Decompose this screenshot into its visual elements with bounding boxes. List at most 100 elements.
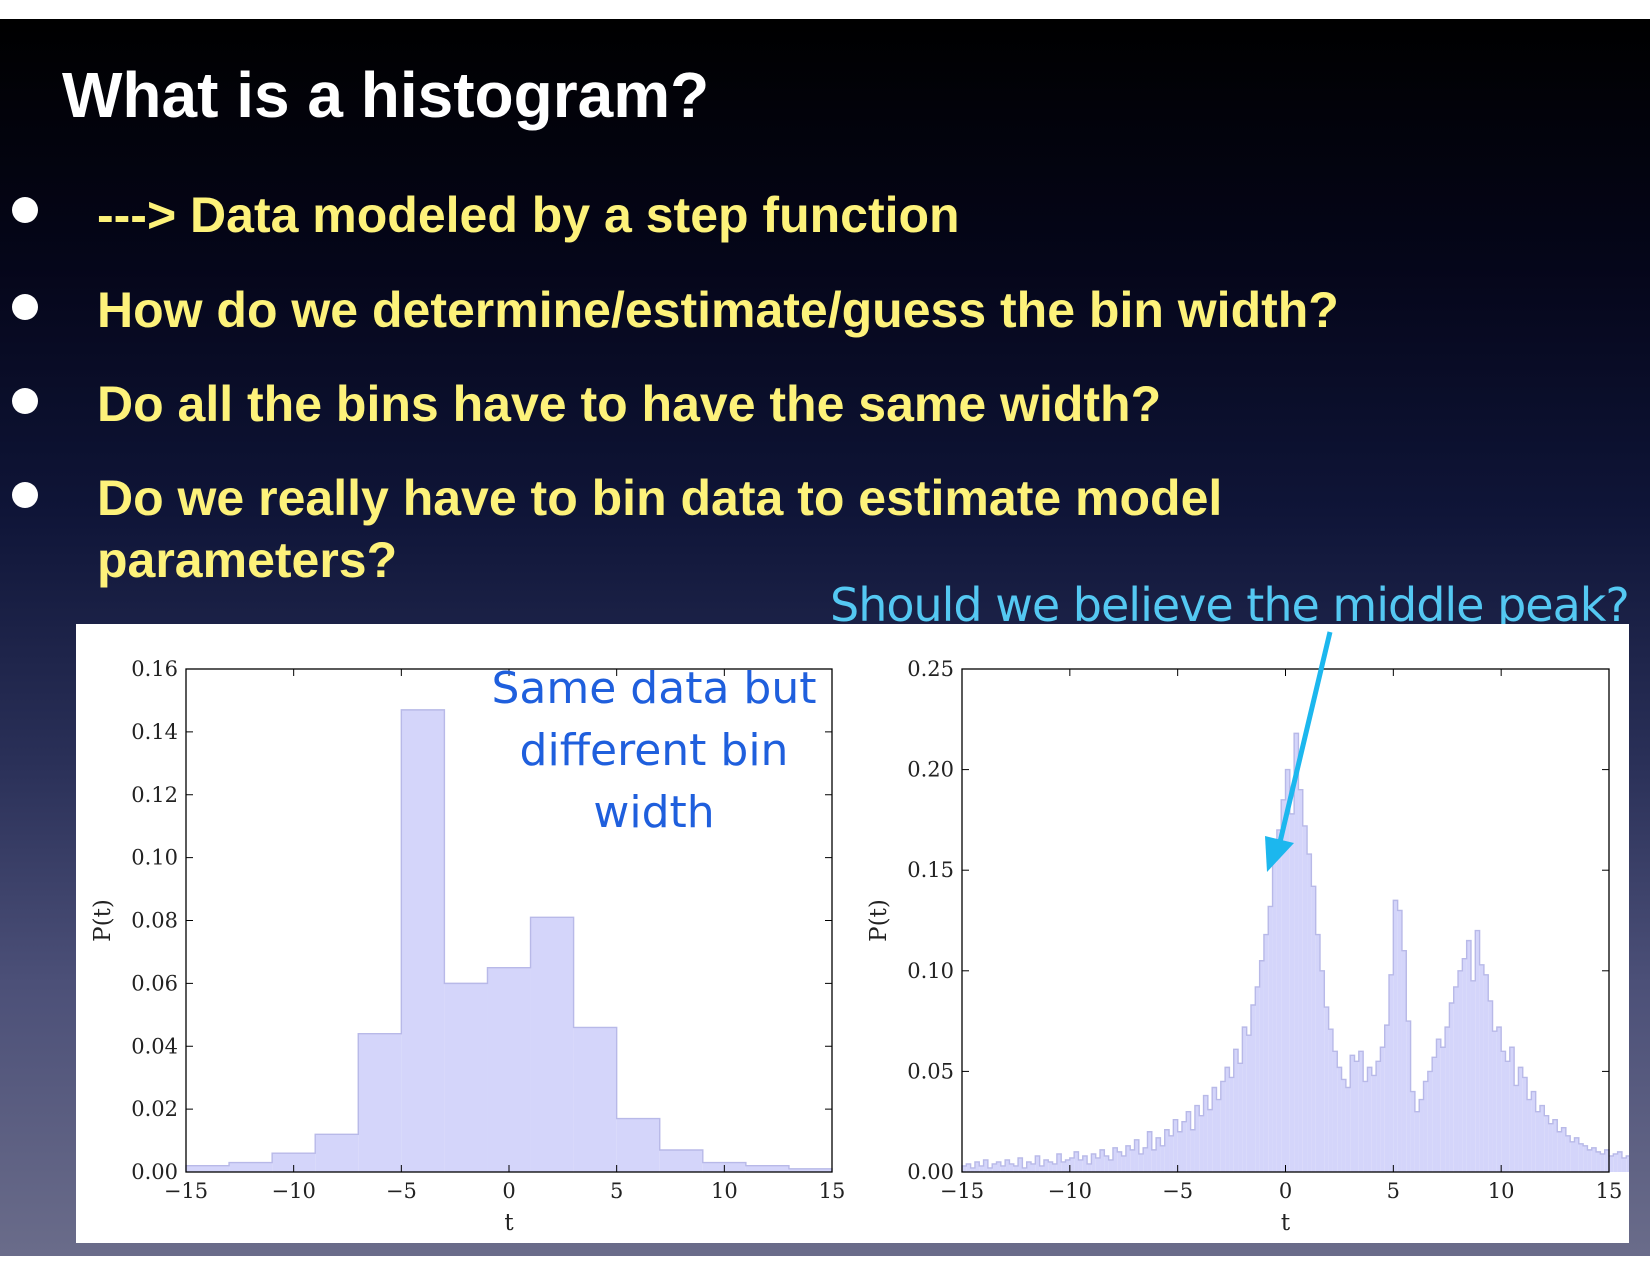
histogram-bar xyxy=(1483,974,1489,1172)
x-tick-label: −5 xyxy=(1162,1179,1193,1203)
histogram-outline xyxy=(185,709,833,1172)
histogram-bar xyxy=(1380,1047,1385,1172)
histogram-bar xyxy=(1574,1137,1579,1172)
histogram-bar xyxy=(315,1134,359,1172)
histogram-bar xyxy=(1414,1111,1420,1172)
histogram-figure: −15 −10 −5 0 5 10 15 0.00 0.02 0.04 0.06 0.08 0.10 0.… xyxy=(76,624,1629,1243)
annotation-line-3: width xyxy=(593,787,715,838)
histogram-bar xyxy=(1069,1157,1075,1172)
histogram-bar xyxy=(1384,1025,1390,1172)
histogram-bar xyxy=(1194,1105,1200,1172)
histogram-bar xyxy=(1466,940,1471,1172)
histogram-bar xyxy=(974,1161,980,1172)
histogram-bar xyxy=(1419,1099,1424,1172)
histogram-bar xyxy=(1095,1157,1101,1172)
histogram-bar xyxy=(1449,1002,1454,1172)
histogram-bar xyxy=(1091,1153,1096,1172)
histogram-bar xyxy=(1255,986,1260,1172)
slide-title: What is a histogram? xyxy=(62,59,710,131)
histogram-bar xyxy=(1328,1029,1333,1172)
x-axis-label: t xyxy=(504,1210,514,1236)
histogram-bar xyxy=(987,1167,993,1172)
histogram-bar xyxy=(1143,1147,1148,1172)
histogram-bar xyxy=(1121,1155,1126,1172)
histogram-bar xyxy=(1294,733,1299,1172)
histogram-bar xyxy=(1320,970,1325,1172)
histogram-bar xyxy=(992,1163,997,1172)
histogram-bar xyxy=(1285,769,1290,1172)
x-tick-label: 10 xyxy=(711,1179,738,1203)
histogram-bar xyxy=(1108,1159,1113,1172)
annotation-line-1: Same data but xyxy=(491,663,817,714)
histogram-bar xyxy=(1354,1061,1359,1172)
histogram-bar xyxy=(979,1165,984,1172)
histogram-bar xyxy=(1609,1155,1614,1172)
histogram-bar xyxy=(1307,854,1312,1172)
histogram-bar xyxy=(1216,1099,1221,1172)
histogram-bar xyxy=(1272,860,1277,1172)
histogram-bar xyxy=(487,967,531,1172)
y-tick-label: 0.08 xyxy=(131,909,178,933)
histogram-bar xyxy=(1587,1149,1592,1172)
bullet-4-line-1: Do we really have to bin data to estimat… xyxy=(97,470,1223,526)
histogram-bar xyxy=(1462,958,1467,1172)
histogram-bar xyxy=(530,917,574,1172)
histogram-bar xyxy=(1134,1139,1139,1172)
histogram-bar xyxy=(1548,1123,1553,1172)
histogram-bar xyxy=(1518,1067,1523,1172)
histogram-bar xyxy=(1613,1153,1618,1172)
y-axis-label: P(t) xyxy=(866,899,892,942)
bullet-3: Do all the bins have to have the same wi… xyxy=(97,376,1162,432)
histogram-bar xyxy=(1324,1007,1329,1172)
histogram-bar xyxy=(970,1167,975,1172)
histogram-bar xyxy=(1505,1061,1510,1172)
y-tick-label: 0.12 xyxy=(131,783,178,807)
histogram-bar xyxy=(1596,1151,1601,1172)
histogram-bar xyxy=(788,1168,832,1172)
histogram-bar xyxy=(1427,1071,1433,1172)
histogram-bar xyxy=(1207,1109,1213,1172)
histogram-bar xyxy=(1570,1141,1575,1172)
y-tick-label: 0.20 xyxy=(907,758,954,782)
histogram-bar xyxy=(1552,1119,1558,1172)
histogram-bar xyxy=(1074,1151,1079,1172)
histogram-bar xyxy=(1565,1135,1571,1172)
histogram-bar xyxy=(1164,1129,1170,1172)
histogram-bar xyxy=(1600,1153,1605,1172)
histogram-bar xyxy=(444,983,488,1172)
histogram-bar xyxy=(401,709,445,1172)
histogram-bar xyxy=(1376,1061,1381,1172)
histogram-bar xyxy=(1621,1157,1627,1172)
y-axis-label: P(t) xyxy=(90,899,116,942)
histogram-bar xyxy=(1496,1027,1502,1172)
histogram-bar xyxy=(1527,1099,1532,1172)
histogram-bar xyxy=(1125,1145,1131,1172)
histogram-bar xyxy=(966,1163,971,1172)
y-tick-label: 0.00 xyxy=(131,1160,178,1184)
histogram-bar xyxy=(272,1153,316,1172)
histogram-bar xyxy=(1018,1157,1023,1172)
histogram-bar xyxy=(1514,1085,1519,1172)
histogram-bar xyxy=(1052,1163,1057,1172)
histogram-bar xyxy=(1250,1005,1256,1172)
histogram-bar xyxy=(1100,1149,1105,1172)
histogram-bar xyxy=(1522,1077,1528,1172)
histogram-bar xyxy=(1268,906,1273,1172)
y-tick-label: 0.10 xyxy=(907,959,954,983)
bullet-icon xyxy=(12,482,38,508)
histogram-bar xyxy=(1112,1147,1118,1172)
histogram-bar xyxy=(1117,1151,1122,1172)
histogram-bar xyxy=(1082,1155,1088,1172)
x-tick-label: 15 xyxy=(1596,1179,1623,1203)
histogram-bar xyxy=(1104,1155,1109,1172)
bullet-1: ---> Data modeled by a step function xyxy=(97,187,960,243)
histogram-bar xyxy=(1156,1137,1161,1172)
histogram-bar xyxy=(616,1118,660,1172)
histogram-bar xyxy=(1238,1063,1243,1172)
histogram-bar xyxy=(1009,1163,1014,1172)
x-tick-label: −5 xyxy=(386,1179,417,1203)
histogram-bar xyxy=(1470,980,1476,1172)
chart-fine-bins: −15 −10 −5 0 5 10 15 0.00 0.05 0.10 0.15 0.20 0.25 t P… xyxy=(866,657,1629,1236)
histogram-bar xyxy=(1087,1163,1092,1172)
x-tick-label: −15 xyxy=(164,1179,208,1203)
